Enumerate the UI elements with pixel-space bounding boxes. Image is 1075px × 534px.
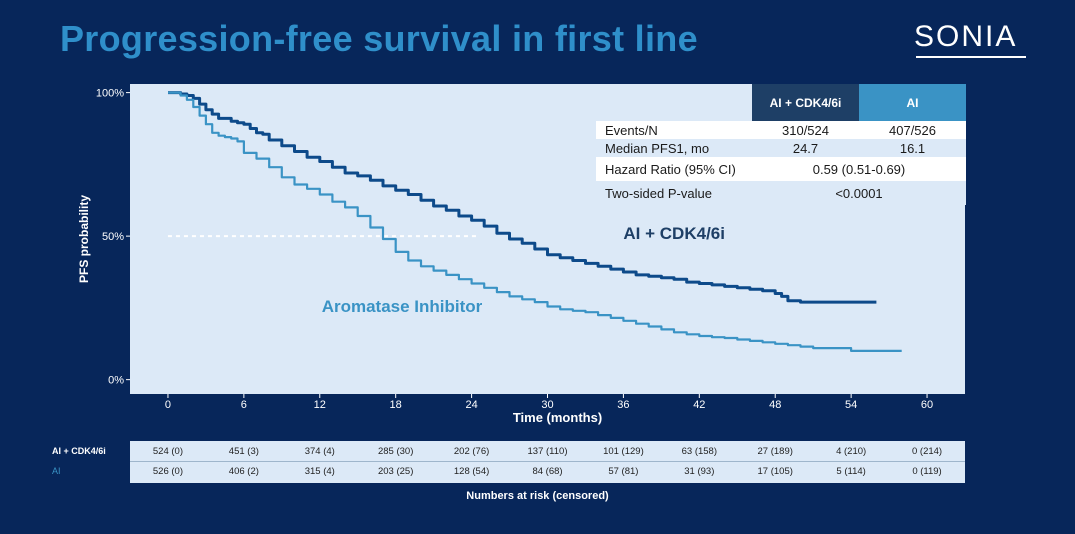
risk-cell: 202 (76) [453, 446, 490, 457]
header-combo: AI + CDK4/6i [752, 84, 859, 121]
logo-underline [916, 56, 1026, 58]
x-tick-label: 0 [165, 399, 171, 411]
logo-text: SONIA [914, 20, 1018, 53]
p-label: Two-sided P-value [605, 185, 712, 201]
risk-table-title: Numbers at risk (censored) [466, 490, 609, 502]
risk-cell: 4 (210) [836, 446, 867, 457]
curve-combo [168, 91, 877, 304]
risk-cell: 524 (0) [152, 446, 184, 457]
median-ai: 16.1 [899, 140, 926, 156]
median-label: Median PFS1, mo [605, 140, 710, 156]
curve-ai [168, 91, 902, 352]
summary-header-row: AI + CDK4/6i AI [596, 84, 966, 121]
hr-label: Hazard Ratio (95% CI) [605, 161, 736, 177]
risk-table: 524 (0) 451 (3) 374 (4) 285 (30) 202 (76) 137… [130, 441, 965, 483]
risk-cell: 63 (158) [681, 446, 718, 457]
x-tick-label: 12 [314, 399, 326, 411]
risk-cell: 285 (30) [377, 446, 414, 457]
events-ai: 407/526 [889, 122, 936, 138]
x-tick-label: 24 [465, 399, 477, 411]
risk-cell: 27 (189) [757, 446, 793, 457]
x-tick-label: 48 [769, 399, 781, 411]
x-axis-label: Time (months) [513, 410, 602, 425]
events-label: Events/N [605, 122, 658, 138]
risk-cell: 0 (214) [911, 446, 943, 457]
p-value: <0.0001 [835, 185, 883, 201]
events-combo: 310/524 [782, 122, 829, 138]
hr-value: 0.59 (0.51-0.69) [812, 161, 906, 177]
x-tick-label: 18 [390, 399, 402, 411]
risk-cell: 451 (3) [228, 446, 259, 457]
risk-cell: 374 (4) [304, 446, 335, 457]
summary-row-hr: Hazard Ratio (95% CI) 0.59 (0.51-0.69) [596, 157, 966, 181]
risk-cell: 406 (2) [228, 466, 259, 477]
risk-cell: 57 (81) [608, 466, 639, 477]
median-combo: 24.7 [792, 140, 819, 156]
risk-cell: 315 (4) [304, 466, 335, 477]
y-tick-label: 0% [108, 375, 124, 387]
x-tick-label: 60 [921, 399, 933, 411]
risk-cell: 203 (25) [377, 466, 414, 477]
x-tick-label: 6 [241, 399, 247, 411]
summary-row-median: Median PFS1, mo 24.7 16.1 [596, 139, 966, 157]
risk-cell: 5 (114) [836, 466, 866, 477]
risk-cell: 137 (110) [527, 446, 568, 457]
header-ai: AI [859, 84, 966, 121]
risk-label-combo: AI + CDK4/6i [52, 446, 106, 456]
series-label-combo: AI + CDK4/6i [623, 224, 725, 243]
summary-row-events: Events/N 310/524 407/526 [596, 121, 966, 139]
summary-row-p: Two-sided P-value <0.0001 [596, 181, 966, 205]
y-tick-label: 100% [96, 88, 124, 100]
slide-title: Progression-free survival in first line [60, 18, 698, 59]
risk-cell: 31 (93) [684, 466, 715, 477]
x-tick-label: 36 [617, 399, 629, 411]
risk-divider [130, 461, 965, 462]
risk-cell: 526 (0) [152, 466, 184, 477]
risk-cell: 0 (119) [912, 466, 942, 477]
y-axis-label: PFS probability [77, 195, 91, 283]
x-tick-label: 30 [541, 399, 553, 411]
risk-cell: 17 (105) [757, 466, 793, 477]
summary-table: AI + CDK4/6i AI Events/N 310/524 407/526… [596, 84, 966, 205]
risk-cell: 101 (129) [603, 446, 644, 457]
sonia-logo: SONIA [914, 18, 1034, 62]
y-tick-label: 50% [102, 231, 124, 243]
risk-cell: 128 (54) [453, 466, 490, 477]
x-tick-label: 42 [693, 399, 705, 411]
x-tick-label: 54 [845, 399, 857, 411]
risk-cell: 84 (68) [532, 466, 563, 477]
series-label-ai: Aromatase Inhibitor [322, 297, 483, 316]
risk-label-ai: AI [52, 466, 61, 476]
